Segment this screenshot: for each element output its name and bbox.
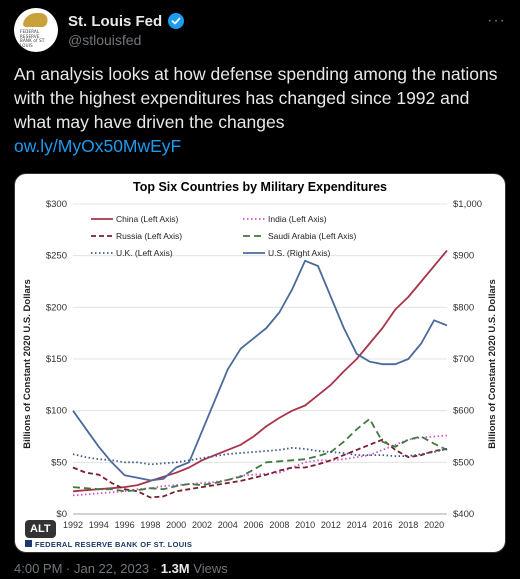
views-count: 1.3M [160, 561, 190, 576]
legend-label-saudi: Saudi Arabia (Left Axis) [268, 231, 357, 241]
y-tick-left-label: $100 [46, 406, 67, 417]
alt-badge[interactable]: ALT [25, 520, 56, 538]
y-tick-right-label: $500 [453, 457, 474, 468]
y-tick-left-label: $150 [46, 354, 67, 365]
tweet-date[interactable]: Jan 22, 2023 [73, 561, 150, 576]
x-tick-label: 1994 [89, 520, 109, 530]
series-line-russia [72, 438, 448, 499]
y-tick-left-label: $250 [46, 251, 67, 262]
x-tick-label: 2000 [166, 520, 186, 530]
y-tick-left-label: $200 [46, 302, 67, 313]
y-axis-left: $0 $50 $100 $150 $200 $250 $300 [46, 199, 67, 520]
chart-grid [73, 203, 447, 515]
x-tick-label: 2014 [347, 520, 367, 530]
military-expenditures-chart: Top Six Countries by Military Expenditur… [22, 180, 498, 549]
name-row: St. Louis Fed [68, 11, 185, 31]
x-tick-label: 2006 [244, 520, 264, 530]
tweet-media[interactable]: Top Six Countries by Military Expenditur… [14, 173, 506, 553]
avatar[interactable]: FEDERAL RESERVE BANK of ST. LOUIS [14, 8, 58, 52]
avatar-org-text: FEDERAL RESERVE BANK of ST. LOUIS [20, 29, 46, 48]
verified-badge-icon [168, 13, 185, 29]
x-tick-label: 2008 [269, 520, 289, 530]
y-tick-left-label: $50 [51, 457, 67, 468]
y-tick-left-label: $0 [56, 509, 67, 520]
tweet-footer: 4:00 PM · Jan 22, 2023 · 1.3M Views [14, 561, 228, 576]
x-tick-label: 2002 [192, 520, 212, 530]
more-options-icon[interactable]: ··· [487, 12, 506, 29]
tweet-link[interactable]: ow.ly/MyOx50MwEyF [14, 136, 182, 156]
y-tick-right-label: $800 [453, 302, 474, 313]
y-tick-left-label: $300 [46, 199, 67, 210]
x-tick-label: 2020 [424, 520, 444, 530]
y-axis-right-label: Billions of Constant 2020 U.S. Dollars [487, 279, 498, 448]
eagle-logo-icon [22, 13, 50, 27]
tweet-header: FEDERAL RESERVE BANK of ST. LOUIS St. Lo… [14, 8, 506, 52]
legend-label-us: U.S. (Right Axis) [268, 248, 331, 258]
series-line-us [72, 259, 448, 482]
account-handle[interactable]: @stlouisfed [68, 32, 142, 48]
y-tick-right-label: $700 [453, 354, 474, 365]
x-tick-label: 2004 [218, 520, 238, 530]
legend-label-china: China (Left Axis) [116, 214, 179, 224]
x-tick-label: 2018 [398, 520, 418, 530]
views-label: Views [193, 561, 228, 576]
x-axis: 1992 1994 1996 1998 2000 2002 2004 2006 2008 2010… [63, 520, 444, 530]
source-bar-icon [25, 540, 32, 547]
series-line-china [72, 249, 448, 493]
tweet-text: An analysis looks at how defense spendin… [14, 62, 506, 158]
series-line-india [72, 434, 448, 497]
date-views-separator: · [149, 561, 161, 576]
tweet-time[interactable]: 4:00 PM [14, 561, 63, 576]
account-name[interactable]: St. Louis Fed [68, 12, 163, 30]
tweet-body: An analysis looks at how defense spendin… [14, 64, 498, 132]
legend-label-uk: U.K. (Left Axis) [116, 248, 173, 258]
x-tick-label: 2016 [373, 520, 393, 530]
y-tick-right-label: $900 [453, 251, 474, 262]
source-label: FEDERAL RESERVE BANK OF ST. LOUIS [35, 540, 192, 549]
chart-title: Top Six Countries by Military Expenditur… [133, 180, 387, 194]
legend-label-russia: Russia (Left Axis) [116, 231, 182, 241]
series-line-saudi [72, 417, 448, 493]
x-tick-label: 1996 [115, 520, 135, 530]
y-tick-right-label: $400 [453, 509, 474, 520]
time-date-separator: · [62, 561, 74, 576]
x-tick-label: 1998 [140, 520, 160, 530]
y-axis-right: $400 $500 $600 $700 $800 $900 $1,000 [453, 199, 482, 520]
y-tick-right-label: $1,000 [453, 199, 482, 210]
chart-series [72, 249, 448, 499]
series-line-uk [72, 446, 448, 466]
y-axis-left-label: Billions of Constant 2020 U.S. Dollars [22, 279, 33, 448]
legend-label-india: India (Left Axis) [268, 214, 327, 224]
x-tick-label: 1992 [63, 520, 83, 530]
chart-legend: China (Left Axis) India (Left Axis) Russia… [91, 214, 357, 258]
x-tick-label: 2012 [321, 520, 341, 530]
y-tick-right-label: $600 [453, 406, 474, 417]
x-tick-label: 2010 [295, 520, 315, 530]
